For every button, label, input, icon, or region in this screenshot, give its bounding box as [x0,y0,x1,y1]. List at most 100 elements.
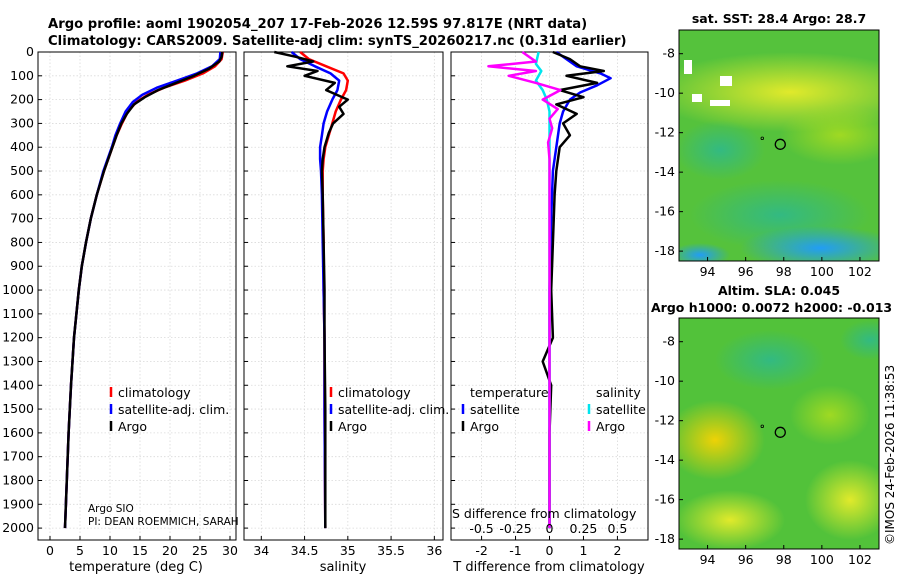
figure-title-line2: Climatology: CARS2009. Satellite-adj cli… [48,34,626,49]
salinity-axis-label: salinity [320,560,367,575]
temperature-legend: climatology satellite-adj. clim. Argo [109,385,229,434]
s-diff-tick-label: 0.25 [570,521,598,536]
map-x-tick-label: 100 [810,552,834,567]
map-y-tick-label: -18 [655,531,675,546]
cloud-mask [720,76,732,86]
map-x-tick-label: 96 [738,264,754,279]
map-x-tick-label: 96 [738,552,754,567]
difference-panel: -2 -1 0 1 2 -0.5 -0.25 0 0.25 0.5 [450,50,649,558]
credit-line2: PI: DEAN ROEMMICH, SARAH [88,516,239,528]
x-tick-label: 25 [192,543,208,558]
y-tick-label: 2000 [2,520,34,535]
series-line-argo [63,51,224,529]
y-tick-label: 1400 [2,377,34,392]
x-tick-label: 1 [579,543,587,558]
series-line-temperature-satellite [548,50,612,529]
map-x-tick-label: 98 [776,552,792,567]
map-x-tick-label: 102 [848,264,872,279]
map-x-tick-label: 94 [700,264,716,279]
figure-title-line1: Argo profile: aoml 1902054_207 17-Feb-20… [48,17,587,32]
y-tick-label: 100 [10,68,34,83]
map-frame [678,29,880,262]
map-y-tick-label: -14 [655,164,675,179]
salinity-legend: climatology satellite-adj. clim. Argo [329,385,449,434]
argo-position-marker [774,426,786,438]
y-tick-label: 1700 [2,449,34,464]
legend-title-temperature: temperature [470,385,549,400]
map-frame [678,317,880,550]
salinity-panel: 34 34.5 35 35.5 36 [243,50,444,558]
y-tick-label: 1900 [2,496,34,511]
temperature-axis-label: temperature (deg C) [69,560,203,575]
legend-title-salinity: salinity [596,385,641,400]
previous-position-marker [760,136,764,141]
y-tick-label: 1600 [2,425,34,440]
t-difference-axis-label: T difference from climatology [452,560,645,575]
y-tick-label: 400 [10,139,34,154]
legend-label-s-argo: Argo [596,419,625,434]
difference-legend: temperature salinity satellite Argo sate… [461,385,646,434]
legend-label-t-argo: Argo [470,419,499,434]
map-y-tick-label: -10 [655,373,675,388]
x-tick-label: 34.5 [291,543,319,558]
sla-mid-patch [790,385,870,445]
map-y-tick-label: -12 [655,125,675,140]
map-y-tick-label: -16 [655,204,675,219]
legend-label-climatology: climatology [118,385,191,400]
sla-map-title-line2: Argo h1000: 0.0072 h2000: -0.013 [651,300,892,315]
y-tick-label: 1300 [2,353,34,368]
x-tick-label: 20 [162,543,178,558]
sla-map [679,318,879,549]
map-x-tick-label: 102 [848,552,872,567]
y-tick-label: 200 [10,92,34,107]
y-tick-label: 500 [10,163,34,178]
x-tick-label: -1 [509,543,521,558]
previous-position-marker [760,424,764,429]
y-tick-label: 1100 [2,306,34,321]
s-difference-axis-label: S difference from climatology [452,506,637,521]
y-tick-label: 1500 [2,401,34,416]
sst-cool-patch [679,120,765,180]
axes-frame [37,51,237,541]
legend-label-argo: Argo [118,419,147,434]
x-tick-label: 35 [340,543,356,558]
y-tick-label: 600 [10,187,34,202]
cloud-mask [710,100,730,106]
y-tick-label: 700 [10,211,34,226]
sla-map-title-line1: Altim. SLA: 0.045 [718,283,840,298]
sla-high-patch [805,460,879,540]
sla-low-patch [715,330,825,390]
temperature-panel: 0 5 10 15 20 25 300100200300400500600700800900… [2,44,238,558]
map-y-tick-label: -18 [655,243,675,258]
sst-map-axes: 94 96 98 100 102 -8 -10 -12 -14 -16 -18 [655,29,880,279]
sla-low-patch [840,320,879,360]
legend-label-satellite: satellite-adj. clim. [118,402,229,417]
x-tick-label: 15 [132,543,148,558]
x-tick-label: 10 [102,543,118,558]
y-tick-label: 800 [10,234,34,249]
series-line-salinity-argo [487,50,562,529]
sla-high-patch [679,400,765,480]
sst-warm-band [780,105,879,165]
map-y-tick-label: -8 [663,334,676,349]
legend-label-satellite: satellite-adj. clim. [338,402,449,417]
argo-position-marker [774,138,786,150]
y-tick-label: 1200 [2,330,34,345]
y-tick-label: 1000 [2,282,34,297]
series-line-argo [274,50,350,529]
map-y-tick-label: -8 [663,46,676,61]
s-diff-tick-label: -0.25 [499,521,531,536]
sst-map [679,30,879,261]
map-x-tick-label: 98 [776,264,792,279]
x-tick-label: 5 [76,543,84,558]
credit-line1: Argo SIO [88,503,134,515]
cloud-mask [684,60,692,74]
x-tick-label: 2 [613,543,621,558]
legend-label-t-satellite: satellite [470,402,520,417]
legend-label-climatology: climatology [338,385,411,400]
map-y-tick-label: -14 [655,452,675,467]
sla-map-axes: 94 96 98 100 102 -8 -10 -12 -14 -16 -18 [655,317,880,567]
s-diff-tick-label: 0 [546,521,554,536]
sla-high-patch [679,490,785,549]
